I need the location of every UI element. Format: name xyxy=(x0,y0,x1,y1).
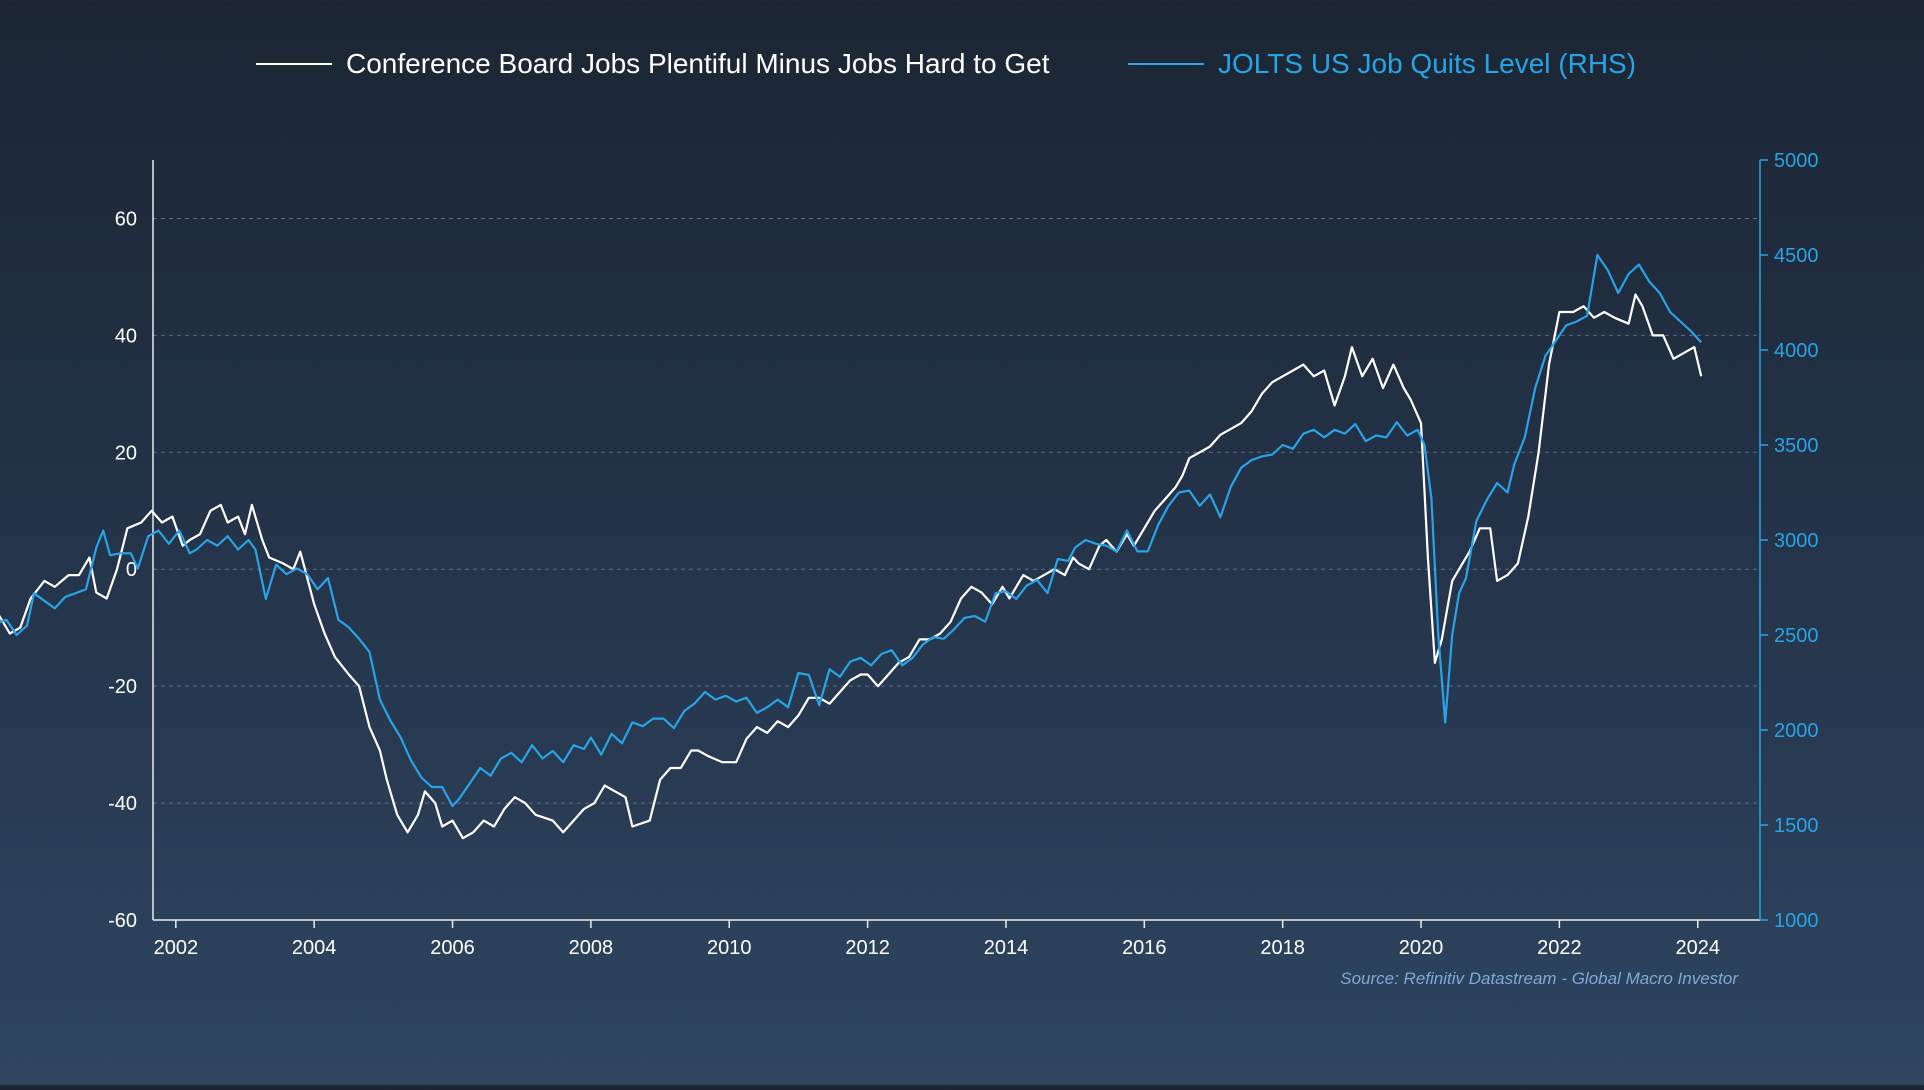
y-left-tick-label: -40 xyxy=(108,793,137,815)
y-left-tick-label: 60 xyxy=(115,208,137,230)
legend-label: JOLTS US Job Quits Level (RHS) xyxy=(1218,48,1636,79)
series-line-conference-board xyxy=(0,293,1703,840)
x-tick-label: 2006 xyxy=(430,937,475,959)
x-tick-label: 2012 xyxy=(845,937,890,959)
x-tick-label: 2008 xyxy=(569,937,614,959)
x-tick-label: 2010 xyxy=(707,937,752,959)
y-left-tick-label: -20 xyxy=(108,676,137,698)
axes: -60 -40 -20 0 20 40 60 1000 1500 2000 2500 3000 3500… xyxy=(108,150,1818,959)
y-right-tick-label: 5000 xyxy=(1774,150,1819,172)
x-tick-label: 2020 xyxy=(1399,937,1444,959)
source-note: Source: Refinitiv Datastream - Global Ma… xyxy=(1340,969,1739,988)
y-left-tick-label: 40 xyxy=(115,325,137,347)
series-lines xyxy=(0,253,1703,840)
x-tick-label: 2024 xyxy=(1675,937,1720,959)
y-right-tick-label: 2000 xyxy=(1774,720,1819,742)
x-tick-label: 2004 xyxy=(292,937,337,959)
y-right-tick-label: 3000 xyxy=(1774,530,1819,552)
y-right-tick-label: 1500 xyxy=(1774,815,1819,837)
x-tick-label: 2014 xyxy=(984,937,1029,959)
x-tick-label: 2016 xyxy=(1122,937,1167,959)
x-tick-label: 2018 xyxy=(1260,937,1305,959)
x-tick-label: 2022 xyxy=(1537,937,1582,959)
y-right-tick-label: 4500 xyxy=(1774,245,1819,267)
series-line-jolts-quits xyxy=(0,253,1703,808)
y-right-tick-label: 3500 xyxy=(1774,435,1819,457)
legend: Conference Board Jobs Plentiful Minus Jo… xyxy=(256,48,1636,79)
gridlines xyxy=(153,217,1760,804)
x-tick-label: 2002 xyxy=(154,937,199,959)
y-left-tick-label: 0 xyxy=(126,559,137,581)
y-left-tick-label: 20 xyxy=(115,442,137,464)
y-right-tick-label: 2500 xyxy=(1774,625,1819,647)
legend-label: Conference Board Jobs Plentiful Minus Jo… xyxy=(346,48,1050,79)
y-right-tick-label: 1000 xyxy=(1774,910,1819,932)
y-right-tick-label: 4000 xyxy=(1774,340,1819,362)
y-left-tick-label: -60 xyxy=(108,910,137,932)
